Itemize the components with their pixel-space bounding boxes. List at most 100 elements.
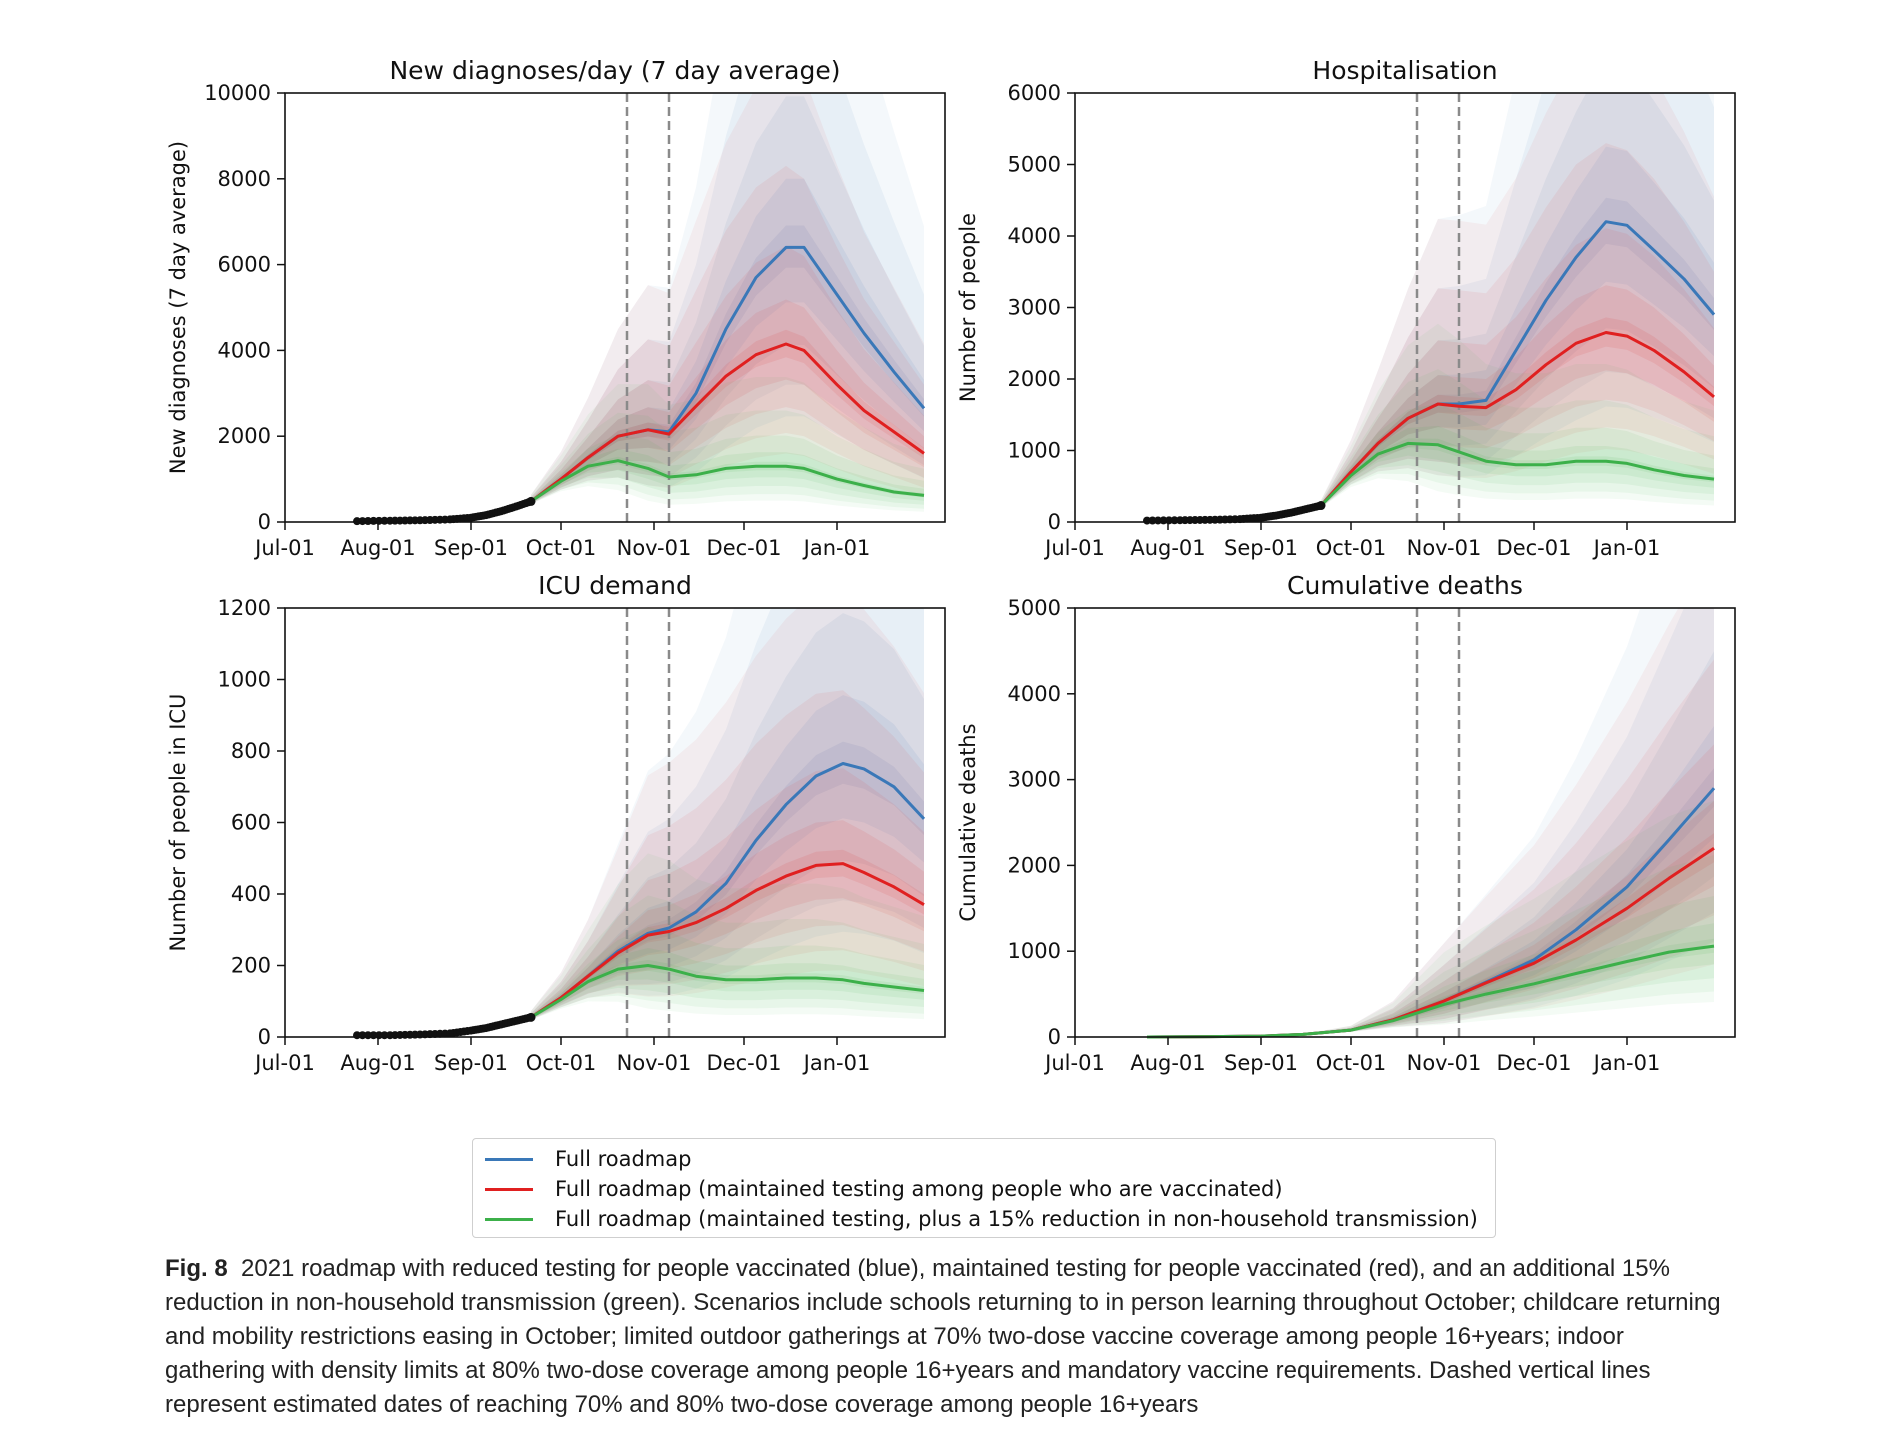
band-1	[531, 93, 924, 504]
x-tick-label: Jan-01	[1592, 1051, 1661, 1075]
y-tick-label: 3000	[1008, 768, 1061, 792]
x-tick-label: Nov-01	[617, 1051, 692, 1075]
y-axis-label: Cumulative deaths	[956, 723, 980, 921]
x-tick-label: Jan-01	[1592, 536, 1661, 560]
panel-title: ICU demand	[538, 571, 692, 600]
band-1	[1321, 93, 1714, 508]
y-tick-label: 1000	[1008, 439, 1061, 463]
series-line-2	[530, 342, 925, 503]
y-tick-label: 0	[258, 1025, 271, 1049]
y-tick-label: 1000	[218, 668, 271, 692]
caption-text: 2021 roadmap with reduced testing for pe…	[165, 1255, 1721, 1418]
x-tick-label: Dec-01	[707, 1051, 782, 1075]
y-tick-label: 2000	[218, 424, 271, 448]
band-1	[531, 178, 924, 503]
band-2	[531, 299, 924, 503]
y-tick-label: 0	[1048, 510, 1061, 534]
y-tick-label: 5000	[1008, 596, 1061, 620]
band-1	[1321, 197, 1714, 506]
series-line-3	[530, 964, 925, 1019]
observed-data	[353, 1012, 536, 1040]
x-tick-label: Oct-01	[1316, 536, 1387, 560]
x-tick-label: Nov-01	[617, 536, 692, 560]
band-3	[531, 959, 924, 1018]
band-3	[531, 377, 924, 512]
band-1	[1321, 93, 1714, 507]
x-tick-label: Jul-01	[253, 1051, 315, 1075]
panel-2: 0 1000 2000 3000 4000 5000 6000 Jul-01 Aug-01 Sep…	[956, 56, 1736, 560]
y-axis-label: Number of people in ICU	[166, 694, 190, 952]
band-2	[531, 608, 924, 1020]
band-1	[531, 695, 924, 1019]
y-tick-label: 2000	[1008, 367, 1061, 391]
observed-data	[353, 496, 536, 526]
x-tick-label: Dec-01	[707, 536, 782, 560]
observed-data	[1143, 501, 1326, 525]
x-tick-label: Aug-01	[340, 1051, 415, 1075]
band-2	[1147, 744, 1714, 1037]
uncertainty-bands	[531, 608, 924, 1020]
uncertainty-bands	[1321, 93, 1714, 508]
y-tick-label: 4000	[218, 338, 271, 362]
plot-frame	[284, 92, 946, 523]
observed-point	[526, 1012, 536, 1022]
y-tick-label: 2000	[1008, 853, 1061, 877]
legend-label: Full roadmap (maintained testing, plus a…	[555, 1207, 1478, 1231]
legend: Full roadmap Full roadmap (maintained te…	[472, 1138, 1496, 1238]
band-3	[1147, 855, 1714, 1037]
x-tick-label: Jan-01	[802, 536, 871, 560]
legend-item-maintained-testing: Full roadmap (maintained testing among p…	[485, 1174, 1283, 1204]
y-axis-label: New diagnoses (7 day average)	[166, 141, 190, 474]
band-3	[1321, 369, 1714, 508]
band-2	[531, 820, 924, 1019]
x-tick-label: Aug-01	[1130, 1051, 1205, 1075]
series-line-3	[530, 459, 925, 503]
band-2	[1321, 93, 1714, 508]
series-line-2	[530, 862, 925, 1019]
x-tick-label: Jan-01	[802, 1051, 871, 1075]
band-1	[531, 96, 924, 503]
band-2	[1321, 285, 1714, 507]
series-line-2	[1319, 331, 1715, 507]
x-tick-label: Aug-01	[340, 536, 415, 560]
legend-item-full-roadmap: Full roadmap	[485, 1144, 691, 1174]
panel-4: 0 1000 2000 3000 4000 5000 Jul-01 Aug-01 Sep-01 O…	[956, 571, 1736, 1075]
figure-caption: Fig. 8 2021 roadmap with reduced testing…	[165, 1252, 1725, 1422]
y-tick-label: 6000	[1008, 81, 1061, 105]
y-axis-label: Number of people	[956, 213, 980, 402]
band-2	[1147, 608, 1714, 1037]
x-tick-label: Jul-01	[1043, 1051, 1105, 1075]
x-tick-label: Dec-01	[1497, 536, 1572, 560]
series-line-3	[1146, 944, 1715, 1039]
plot-frame	[1074, 607, 1736, 1038]
x-tick-label: Oct-01	[526, 536, 597, 560]
band-3	[531, 927, 924, 1019]
panel-3: 0 200 400 600 800 1000 1200 Jul-01 Aug-01 Sep-01 O…	[166, 571, 946, 1075]
band-1	[531, 613, 924, 1019]
legend-swatch-red	[485, 1187, 533, 1191]
panel-title: New diagnoses/day (7 day average)	[389, 56, 840, 85]
x-tick-label: Sep-01	[434, 536, 508, 560]
x-tick-label: Sep-01	[1224, 1051, 1298, 1075]
band-2	[531, 165, 924, 504]
observed-point	[1316, 501, 1326, 511]
band-1	[1147, 608, 1714, 1037]
legend-swatch-blue	[485, 1157, 533, 1161]
panel-1: 0 2000 4000 6000 8000 10000 Jul-01 Aug-01 Sep-01…	[166, 56, 946, 560]
y-tick-label: 1200	[218, 596, 271, 620]
y-tick-label: 200	[231, 954, 271, 978]
observed-point	[526, 496, 536, 506]
band-3	[1147, 800, 1714, 1037]
x-tick-label: Nov-01	[1407, 1051, 1482, 1075]
legend-swatch-green	[485, 1217, 533, 1221]
x-tick-label: Aug-01	[1130, 536, 1205, 560]
x-tick-label: Sep-01	[1224, 536, 1298, 560]
y-tick-label: 0	[258, 510, 271, 534]
y-tick-label: 10000	[204, 81, 271, 105]
y-tick-label: 400	[231, 882, 271, 906]
x-tick-label: Oct-01	[1316, 1051, 1387, 1075]
panel-title: Hospitalisation	[1312, 56, 1497, 85]
x-tick-label: Jul-01	[253, 536, 315, 560]
uncertainty-bands	[531, 93, 924, 512]
